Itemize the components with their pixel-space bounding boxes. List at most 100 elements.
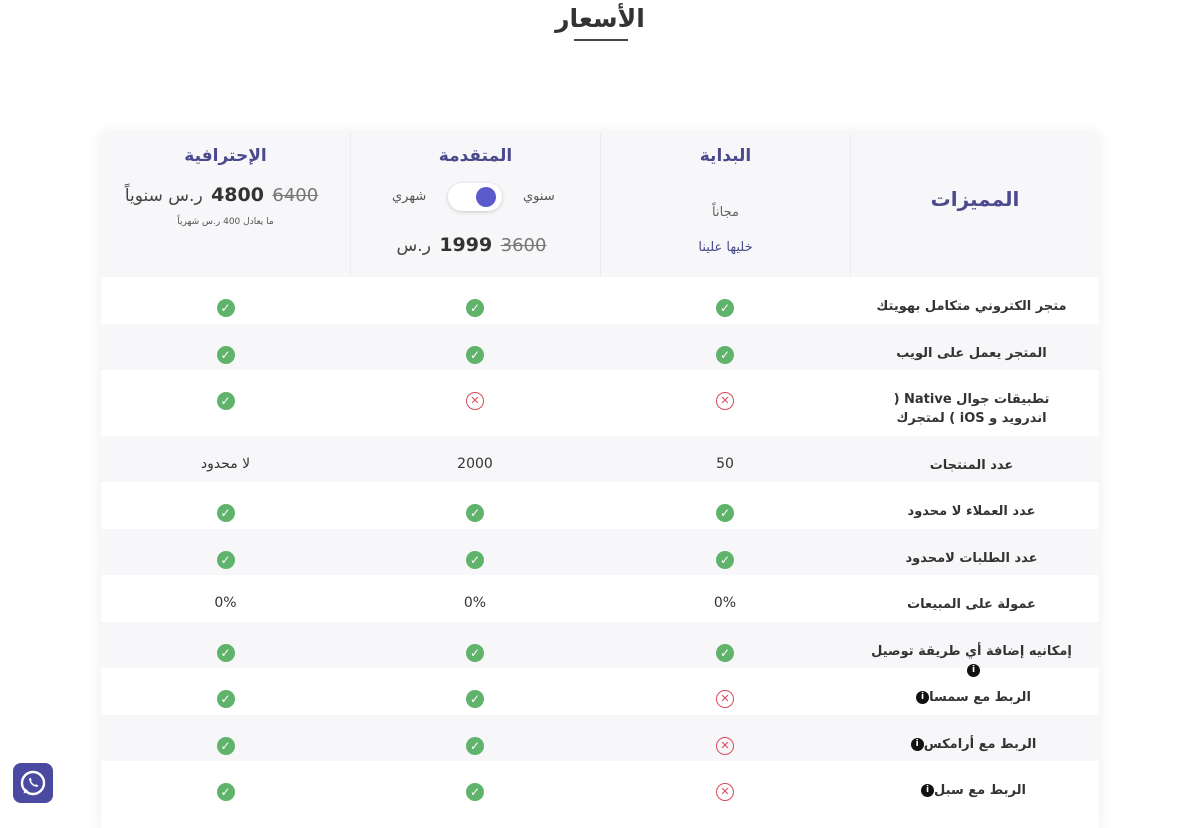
feature-cell: الربط مع سمساi [850,668,1099,715]
check-circle-icon: ✓ [466,551,484,569]
feature-label: متجر الكتروني متكامل بهويتك [876,299,1067,314]
value-cell-v1: ✓ [600,482,850,529]
value-cell-v2: ✓ [350,482,600,529]
plan-advanced-header: المتقدمة شهري سنوي 3600 1999 ر.س [350,133,600,277]
check-circle-icon: ✓ [216,783,235,801]
features-header-cell: المميزات [850,133,1099,277]
toggle-yearly-label[interactable]: سنوي [523,189,555,204]
toggle-knob [476,187,496,207]
feature-label: الربط مع سمسا [929,690,1031,705]
value-cell-v2: ✓ [350,715,600,761]
value-cell-v2: ✓ [350,529,600,575]
value-cell-v1: 0% [600,575,850,622]
plan-starter-price: مجاناً [712,205,739,220]
info-icon[interactable]: i [916,691,930,704]
value-cell-v2: ✓ [350,277,600,324]
feature-cell: عمولة على المبيعات [850,575,1099,622]
value-cell-v3: ✓ [101,370,350,436]
x-circle-icon: ✕ [716,690,734,708]
check-circle-icon: ✓ [216,644,235,662]
feature-label: الربط مع سبل [934,783,1026,798]
feature-label: تطبيقات جوال Native ( اندرويد و iOS ) لم… [893,392,1050,426]
check-circle-icon: ✓ [466,690,484,708]
value-text: لا محدود [200,456,251,472]
value-cell-v1: ✕ [600,761,850,808]
value-cell-v3: ✓ [101,761,350,808]
check-circle-icon: ✓ [216,392,235,410]
plan-advanced-old-price: 3600 [500,235,547,256]
feature-label: المتجر يعمل على الويب [896,346,1047,361]
value-cell-v2: ✓ [350,622,600,668]
plan-pro-note: ما يعادل 400 ر.س شهرياً [177,217,274,227]
value-cell-v2: ✓ [350,668,600,715]
toggle-monthly-label[interactable]: شهري [392,189,427,204]
billing-period-toggle[interactable] [448,183,502,211]
info-icon[interactable]: i [910,738,924,751]
billing-toggle-group: شهري سنوي [351,183,600,211]
whatsapp-icon [20,770,46,796]
value-cell-v3: ✓ [101,529,350,575]
value-cell-v1: 50 [600,436,850,482]
check-circle-icon: ✓ [716,346,734,364]
value-text: 2000 [457,456,493,472]
check-circle-icon: ✓ [716,644,734,662]
value-cell-v3: ✓ [101,622,350,668]
check-circle-icon: ✓ [466,299,484,317]
features-title: المميزات [930,187,1020,211]
feature-label: الربط مع أرامكس [923,737,1037,752]
info-icon[interactable]: i [967,664,980,677]
value-text: 50 [716,456,734,472]
value-cell-v2: 0% [350,575,600,622]
plan-pro-currency: ر.س [168,186,203,206]
table-row: إمكانيه إضافة أي طريقة توصيل i ✓ ✓ ✓ [101,622,1099,677]
plan-starter-link[interactable]: خليها علينا [698,240,753,255]
plan-advanced-currency: ر.س [396,236,431,256]
value-text: 0% [214,595,237,611]
plan-starter-name: البداية [699,146,752,166]
feature-cell: إمكانيه إضافة أي طريقة توصيل i [850,622,1099,677]
value-cell-v2: ✓ [350,324,600,370]
x-circle-icon: ✕ [716,783,734,801]
x-circle-icon: ✕ [716,737,734,755]
table-row: الربط مع سمساi ✕ ✓ ✓ [101,668,1099,715]
feature-label: عمولة على المبيعات [907,597,1036,612]
value-cell-v2: ✓ [350,761,600,808]
value-cell-v1: ✕ [600,715,850,761]
check-circle-icon: ✓ [466,783,484,801]
value-cell-v3: ✓ [101,324,350,370]
pricing-table: المميزات البداية مجاناً خليها علينا المت… [101,133,1099,828]
value-cell-v3: ✓ [101,668,350,715]
pricing-rows: متجر الكتروني متكامل بهويتك ✓ ✓ ✓ المتجر يعم… [101,277,1099,808]
check-circle-icon: ✓ [466,644,484,662]
check-circle-icon: ✓ [466,504,484,522]
feature-label: عدد العملاء لا محدود [907,504,1036,519]
plan-pro-name: الإحترافية [184,146,267,166]
table-row: متجر الكتروني متكامل بهويتك ✓ ✓ ✓ [101,277,1099,324]
value-cell-v3: لا محدود [101,436,350,482]
check-circle-icon: ✓ [216,551,235,569]
plan-pro-amount: 4800 [211,184,264,206]
whatsapp-button[interactable] [13,763,53,803]
value-cell-v2: ✕ [350,370,600,436]
value-cell-v3: ✓ [101,715,350,761]
value-cell-v1: ✓ [600,529,850,575]
check-circle-icon: ✓ [216,737,235,755]
value-text: 0% [713,595,737,611]
check-circle-icon: ✓ [716,504,734,522]
plan-pro-period: سنوياً [124,186,163,206]
check-circle-icon: ✓ [716,551,734,569]
plan-pro-price: 6400 4800 ر.س سنوياً [101,184,350,206]
x-circle-icon: ✕ [716,392,734,410]
feature-cell: عدد الطلبات لامحدود [850,529,1099,575]
plan-advanced-price: 3600 1999 ر.س [351,234,600,256]
info-icon[interactable]: i [921,784,935,797]
plan-pro-old-price: 6400 [272,185,319,206]
feature-cell: عدد العملاء لا محدود [850,482,1099,529]
plan-advanced-amount: 1999 [439,234,493,256]
feature-cell: عدد المنتجات [850,436,1099,482]
value-cell-v1: ✕ [600,370,850,436]
feature-cell: المتجر يعمل على الويب [850,324,1099,370]
table-row: المتجر يعمل على الويب ✓ ✓ ✓ [101,324,1099,370]
table-row: الربط مع أرامكسi ✕ ✓ ✓ [101,715,1099,761]
feature-label: عدد المنتجات [929,458,1014,473]
